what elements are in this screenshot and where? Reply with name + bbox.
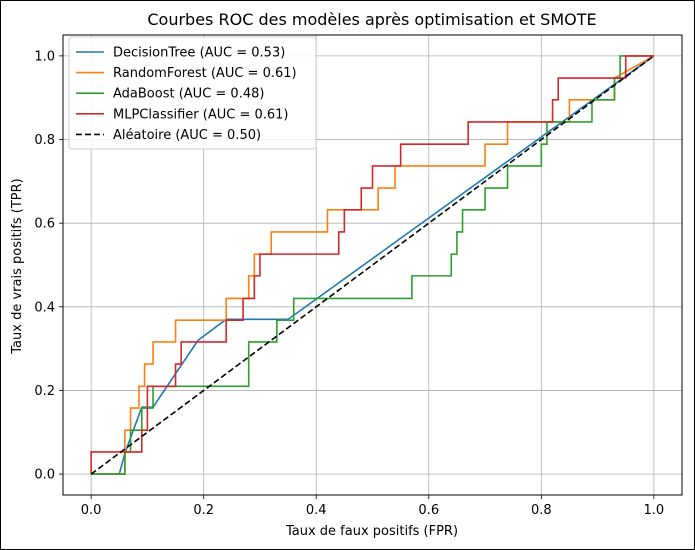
series-line-mlpclassifier: [90, 55, 654, 475]
legend-box: [68, 36, 317, 150]
y-tick-label: 0.4: [34, 300, 55, 315]
legend-label-decisiontree: DecisionTree (AUC = 0.53): [113, 46, 285, 61]
y-tick-label: 1.0: [34, 49, 55, 64]
x-axis-label: Taux de faux positifs (FPR): [285, 524, 458, 539]
legend-label-mlpclassifier: MLPClassifier (AUC = 0.61): [113, 107, 289, 122]
legend-label-adaboost: AdaBoost (AUC = 0.48): [113, 87, 264, 102]
x-tick-label: 0.8: [531, 503, 552, 518]
legend: DecisionTree (AUC = 0.53) RandomForest (A…: [68, 36, 317, 150]
series-line-randomforest: [91, 55, 655, 475]
plot-area-border: [62, 34, 683, 496]
y-tick-label: 0.8: [34, 133, 55, 148]
x-tick-label: 0.4: [306, 503, 327, 518]
y-axis-label: Taux de vrais positifs (TPR): [10, 178, 25, 354]
y-tick-label: 0.0: [34, 468, 55, 483]
axis-ticks: 0.0 0.2 0.4 0.6 0.8 1.0 0.0 0.2 0.4 0.6 0.8 1.0: [34, 49, 664, 518]
x-tick-label: 1.0: [644, 503, 665, 518]
legend-label-alatoire: Aléatoire (AUC = 0.50): [113, 128, 261, 143]
x-tick-label: 0.6: [418, 503, 439, 518]
x-tick-label: 0.0: [81, 503, 102, 518]
y-tick-label: 0.2: [34, 384, 55, 399]
series-line-adaboost: [91, 55, 654, 475]
y-tick-label: 0.6: [34, 217, 55, 232]
chart-title: Courbes ROC des modèles après optimisati…: [147, 10, 596, 29]
x-tick-label: 0.2: [193, 503, 214, 518]
legend-label-randomforest: RandomForest (AUC = 0.61): [113, 66, 297, 81]
series-layer: [90, 55, 655, 475]
